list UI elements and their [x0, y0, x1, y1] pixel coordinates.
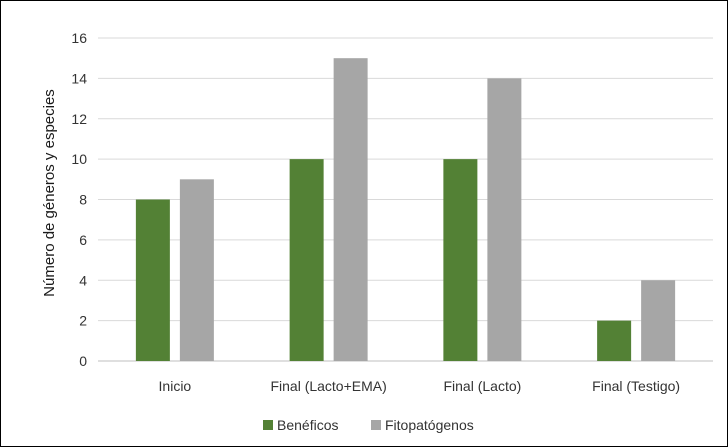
y-tick-label: 0	[79, 353, 87, 369]
y-tick-label: 14	[71, 70, 87, 86]
y-tick-label: 12	[71, 111, 87, 127]
y-tick-label: 2	[79, 313, 87, 329]
y-axis-title: Número de géneros y especies	[41, 89, 58, 297]
bar-beneficos-0	[135, 199, 170, 361]
y-tick-label: 4	[79, 272, 87, 288]
bar-beneficos-3	[597, 320, 632, 361]
bar-beneficos-2	[443, 159, 478, 361]
legend-swatch-fitopatogenos	[371, 420, 381, 430]
x-tick-label: Final (Lacto+EMA)	[270, 378, 386, 394]
bar-fitopatogenos-2	[487, 78, 522, 361]
y-tick-label: 10	[71, 151, 87, 167]
bars	[135, 58, 676, 361]
x-tick-label: Final (Lacto)	[443, 378, 521, 394]
y-tick-label: 16	[71, 30, 87, 46]
x-tick-label: Final (Testigo)	[592, 378, 680, 394]
bar-fitopatogenos-0	[179, 179, 214, 361]
y-tick-label: 8	[79, 192, 87, 208]
bar-fitopatogenos-1	[333, 58, 368, 361]
y-tick-label: 6	[79, 232, 87, 248]
legend-swatch-beneficos	[263, 420, 273, 430]
bar-beneficos-1	[289, 159, 324, 361]
bar-fitopatogenos-3	[641, 280, 676, 361]
legend-label-fitopatogenos: Fitopatógenos	[385, 417, 474, 433]
x-axis-ticks: Inicio Final (Lacto+EMA) Final (Lacto) Fina…	[159, 378, 681, 394]
x-tick-label: Inicio	[159, 378, 192, 394]
legend-label-beneficos: Benéficos	[277, 417, 338, 433]
legend: Benéficos Fitopatógenos	[263, 417, 474, 433]
y-axis-ticks: 0 2 4 6 8 10 12 14 16	[71, 30, 87, 369]
